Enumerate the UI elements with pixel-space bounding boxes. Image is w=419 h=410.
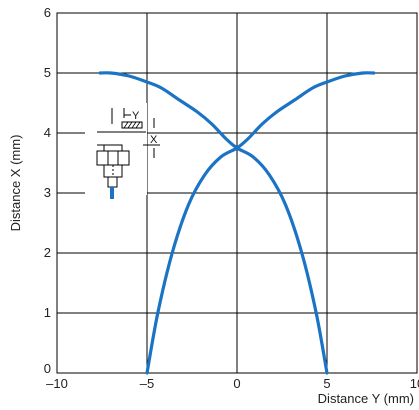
x-tick-label: 10	[410, 376, 419, 391]
y-tick-label: 6	[44, 5, 51, 20]
y-tick-label: 1	[44, 305, 51, 320]
y-tick-label: 0	[44, 361, 51, 376]
inset-label-x: X	[150, 134, 158, 146]
plot-frame	[56, 12, 418, 374]
series-lines	[98, 71, 376, 375]
y-tick-label: 5	[44, 65, 51, 80]
x-tick-label: –5	[140, 376, 154, 391]
y-tick-label: 4	[44, 125, 51, 140]
x-axis-title: Distance Y (mm)	[318, 391, 414, 406]
y-tick-label: 2	[44, 245, 51, 260]
x-tick-label: 5	[323, 376, 330, 391]
sensor-head-diagram-icon: Y X	[85, 103, 160, 199]
y-tick-label: 3	[44, 185, 51, 200]
series-line-2	[98, 71, 329, 375]
series-line-1	[145, 71, 376, 375]
inset-label-y: Y	[132, 110, 140, 122]
x-tick-label: –10	[46, 376, 68, 391]
y-axis-title: Distance X (mm)	[8, 135, 23, 232]
axis-ticks: –10 –5 0 5 10 0 1 2 3 4 5 6	[44, 5, 419, 391]
x-tick-label: 0	[233, 376, 240, 391]
